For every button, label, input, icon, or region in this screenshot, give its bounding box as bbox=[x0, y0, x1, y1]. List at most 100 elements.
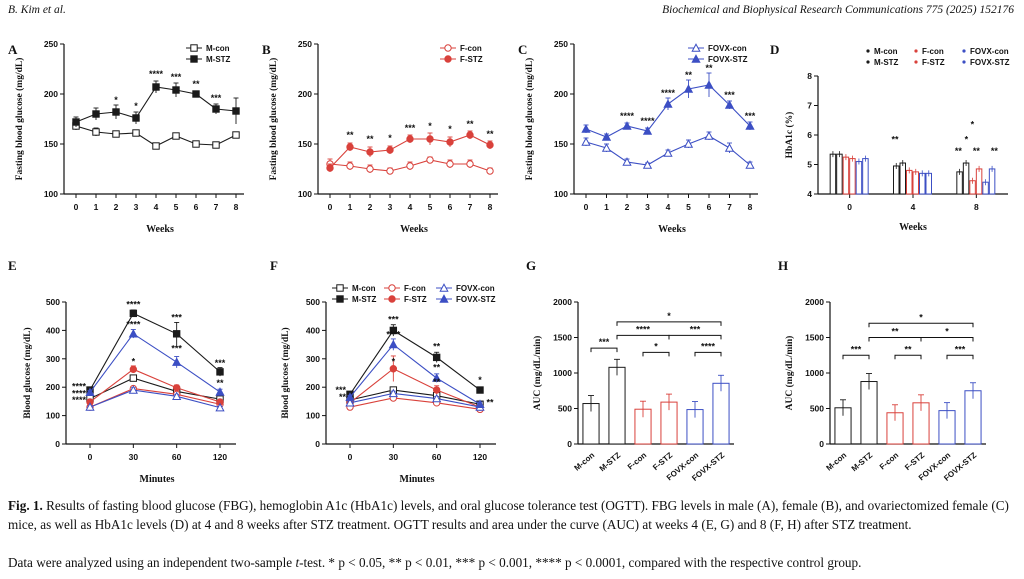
legend-marker bbox=[388, 295, 396, 303]
panel-label-B: B bbox=[262, 42, 271, 57]
y-tick-label: 4 bbox=[807, 189, 812, 199]
data-point bbox=[212, 105, 220, 113]
x-tick-label: 60 bbox=[172, 452, 182, 462]
x-tick-label: M-STZ bbox=[598, 451, 623, 474]
significance-star: *** bbox=[171, 312, 182, 322]
series-F-STZ: F-STZ bbox=[326, 55, 494, 172]
panel-label-F: F bbox=[270, 258, 278, 273]
x-tick-label: 2 bbox=[625, 202, 630, 212]
significance-star: ** bbox=[486, 398, 494, 408]
y-tick-label: 250 bbox=[554, 39, 568, 49]
y-tick-label: 150 bbox=[554, 139, 568, 149]
data-point bbox=[192, 140, 200, 148]
y-tick-label: 300 bbox=[46, 354, 60, 364]
data-point bbox=[132, 129, 140, 137]
significance-star: **** bbox=[640, 116, 655, 126]
data-point bbox=[92, 110, 100, 118]
y-tick-label: 500 bbox=[306, 297, 320, 307]
panel-D: D 4 5 6 7 8 HbA1c (%) 0 4 8 Weeks M-con M-STZ F-con F-… bbox=[770, 42, 1010, 233]
x-tick-label: 3 bbox=[645, 202, 650, 212]
x-tick-label: M-STZ bbox=[850, 451, 875, 474]
significance-star: * bbox=[654, 341, 658, 351]
significance-star: **** bbox=[636, 324, 651, 334]
bar bbox=[849, 158, 856, 195]
x-axis-title: Minutes bbox=[400, 474, 435, 485]
significance-star: *** bbox=[388, 314, 399, 324]
data-point bbox=[215, 402, 225, 412]
bar bbox=[893, 165, 900, 195]
y-tick-label: 400 bbox=[46, 325, 60, 335]
series-line bbox=[349, 389, 481, 405]
y-axis-title: HbA1c (%) bbox=[784, 112, 795, 159]
y-tick-label: 2000 bbox=[553, 297, 572, 307]
series-FOVX-STZ: FOVX-STZ bbox=[581, 54, 755, 141]
data-point bbox=[386, 167, 394, 175]
data-point bbox=[724, 100, 735, 109]
y-tick-label: 1000 bbox=[805, 368, 824, 378]
x-tick-label: 30 bbox=[389, 452, 399, 462]
panel-G: G 0 500 1000 1500 2000 AUC (mg/dL/min) M-con M-S… bbox=[526, 258, 734, 483]
data-point bbox=[432, 373, 442, 382]
running-header-journal: Biochemical and Biophysical Research Com… bbox=[662, 4, 1014, 16]
significance-star: *** bbox=[724, 90, 735, 100]
significance-star: * bbox=[114, 95, 118, 105]
significance-star: *** bbox=[171, 72, 182, 82]
data-point bbox=[85, 387, 95, 397]
caption-fig-label: Fig. 1. bbox=[8, 498, 43, 513]
significance-star: ** bbox=[705, 63, 713, 73]
data-point bbox=[389, 326, 398, 335]
x-tick-label: 5 bbox=[686, 202, 691, 212]
data-point bbox=[386, 146, 394, 154]
x-tick-label: 4 bbox=[666, 202, 671, 212]
data-point bbox=[172, 86, 180, 94]
bar bbox=[842, 156, 850, 195]
x-tick-label: 6 bbox=[194, 202, 199, 212]
data-point bbox=[432, 353, 441, 362]
data-point bbox=[72, 118, 80, 126]
data-point bbox=[346, 143, 354, 151]
y-tick-label: 150 bbox=[44, 139, 58, 149]
data-point bbox=[486, 167, 494, 175]
x-tick-label: 1 bbox=[348, 202, 353, 212]
legend-marker bbox=[962, 49, 966, 53]
panel-label-H: H bbox=[778, 258, 788, 273]
legend-label: F-STZ bbox=[404, 295, 427, 304]
y-axis-title: Fasting blood glucose (mg/dL) bbox=[268, 58, 279, 181]
x-tick-label: 0 bbox=[348, 452, 353, 462]
significance-star: **** bbox=[661, 88, 676, 98]
series-FOVX-con bbox=[85, 385, 225, 412]
bar bbox=[919, 172, 926, 195]
panel-E: E 0 100 200 300 400 500 Blood glucose (mg/dL) 0 3… bbox=[8, 258, 236, 485]
significance-star: ** bbox=[973, 146, 981, 156]
significance-star: * bbox=[134, 101, 138, 111]
x-tick-label: 1 bbox=[604, 202, 609, 212]
y-tick-label: 8 bbox=[807, 71, 812, 81]
series-line bbox=[349, 343, 481, 405]
legend-marker bbox=[691, 43, 701, 52]
legend-marker bbox=[866, 60, 870, 64]
bar bbox=[962, 162, 970, 195]
bar bbox=[956, 171, 963, 195]
data-point bbox=[642, 126, 653, 135]
y-tick-label: 0 bbox=[819, 439, 824, 449]
series-line bbox=[89, 368, 221, 403]
data-point bbox=[601, 143, 612, 152]
data-point bbox=[92, 128, 100, 136]
x-tick-label: 8 bbox=[974, 202, 979, 212]
y-tick-label: 6 bbox=[807, 130, 812, 140]
data-point bbox=[232, 131, 240, 139]
significance-star: **** bbox=[72, 395, 87, 405]
significance-star: ** bbox=[433, 377, 441, 387]
significance-star: ** bbox=[685, 70, 693, 80]
data-point bbox=[172, 330, 181, 338]
legend-marker bbox=[914, 60, 918, 64]
data-point bbox=[704, 131, 714, 140]
y-axis-title: Blood glucose (mg/dL) bbox=[280, 327, 291, 418]
significance-bracket bbox=[946, 354, 974, 360]
significance-star: ** bbox=[433, 363, 441, 373]
x-tick-label: M-con bbox=[572, 451, 596, 473]
data-point bbox=[216, 368, 224, 376]
y-tick-label: 100 bbox=[44, 189, 58, 199]
y-tick-label: 400 bbox=[306, 325, 320, 335]
legend-marker bbox=[388, 284, 396, 292]
